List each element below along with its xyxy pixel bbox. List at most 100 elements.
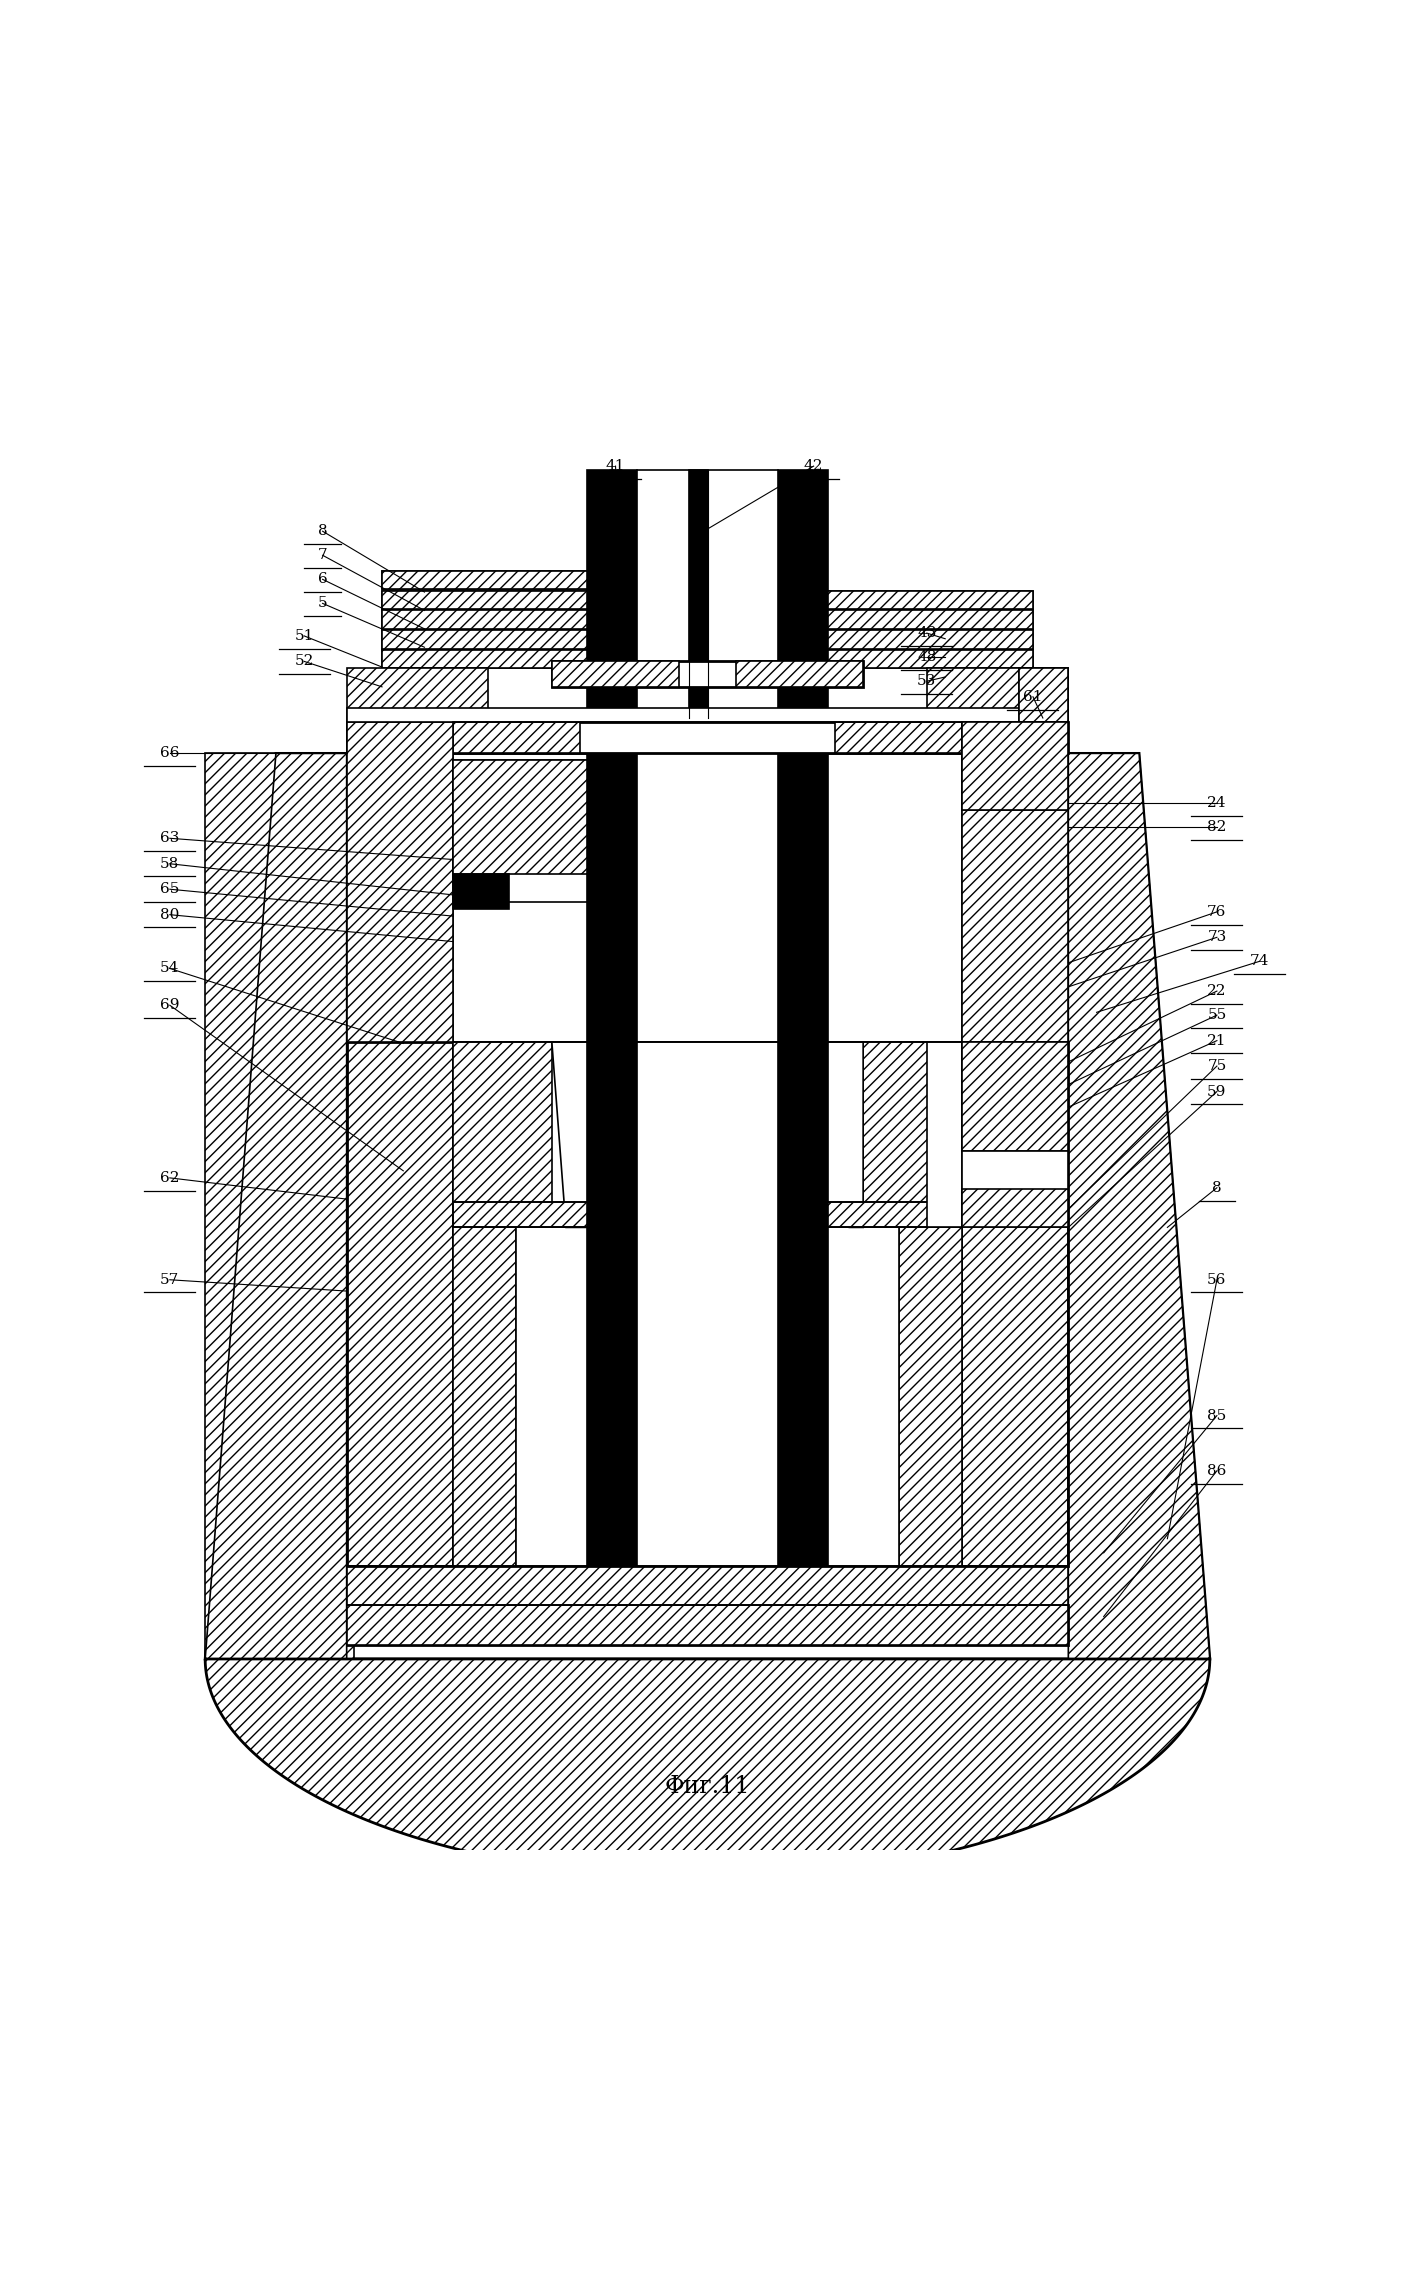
Bar bbox=[962, 722, 1068, 809]
Polygon shape bbox=[205, 1659, 1210, 1878]
Text: 48: 48 bbox=[917, 651, 937, 665]
Text: 43: 43 bbox=[917, 626, 937, 640]
Bar bbox=[863, 1042, 962, 1227]
Bar bbox=[962, 1042, 1068, 1565]
Bar bbox=[552, 660, 863, 688]
Bar bbox=[637, 471, 778, 1044]
Bar bbox=[1019, 670, 1068, 722]
Bar bbox=[382, 610, 587, 628]
Bar bbox=[962, 1188, 1068, 1227]
Text: 52: 52 bbox=[294, 654, 314, 670]
Bar bbox=[962, 722, 1068, 809]
Text: 8: 8 bbox=[1213, 1181, 1221, 1195]
Text: 21: 21 bbox=[1207, 1033, 1227, 1047]
Text: 41: 41 bbox=[606, 459, 625, 473]
Bar bbox=[778, 1042, 828, 1565]
Text: 5: 5 bbox=[318, 596, 327, 610]
Bar bbox=[347, 708, 1068, 722]
Bar bbox=[828, 631, 1033, 649]
Text: 54: 54 bbox=[160, 962, 180, 976]
Polygon shape bbox=[552, 1042, 863, 1227]
Bar bbox=[689, 471, 708, 717]
Bar bbox=[453, 1042, 552, 1227]
Bar bbox=[828, 649, 1033, 670]
Bar bbox=[347, 1604, 1068, 1645]
Bar bbox=[778, 471, 828, 1044]
Bar bbox=[382, 649, 587, 670]
Text: 63: 63 bbox=[160, 832, 180, 845]
Text: 51: 51 bbox=[294, 628, 314, 642]
Bar bbox=[347, 722, 453, 1042]
Text: 6: 6 bbox=[318, 571, 327, 587]
Bar bbox=[899, 1042, 962, 1565]
Text: Фиг.11: Фиг.11 bbox=[665, 1775, 750, 1798]
Bar bbox=[552, 660, 679, 688]
Bar bbox=[828, 631, 1033, 649]
Bar bbox=[347, 1565, 1068, 1604]
Bar bbox=[382, 590, 587, 610]
Bar bbox=[828, 590, 1033, 610]
Text: 42: 42 bbox=[804, 459, 824, 473]
Bar bbox=[453, 1202, 962, 1227]
Bar bbox=[835, 722, 1068, 754]
Text: 58: 58 bbox=[160, 857, 180, 871]
Bar bbox=[347, 1042, 453, 1565]
Text: 73: 73 bbox=[1207, 930, 1227, 944]
Text: 69: 69 bbox=[160, 999, 180, 1012]
Bar bbox=[962, 722, 1068, 1042]
Text: 24: 24 bbox=[1207, 795, 1227, 809]
Polygon shape bbox=[205, 754, 347, 1659]
Bar bbox=[382, 610, 587, 628]
Bar bbox=[453, 873, 509, 909]
Bar bbox=[962, 1042, 1068, 1152]
Bar bbox=[828, 649, 1033, 670]
Polygon shape bbox=[1068, 754, 1210, 1659]
Bar bbox=[453, 761, 587, 873]
Bar bbox=[516, 1042, 899, 1565]
Text: 56: 56 bbox=[1207, 1273, 1227, 1286]
Bar bbox=[347, 722, 453, 1042]
Text: 22: 22 bbox=[1207, 985, 1227, 999]
Bar bbox=[453, 1042, 516, 1565]
Text: 8: 8 bbox=[318, 523, 327, 539]
Bar bbox=[453, 1042, 516, 1565]
Bar bbox=[205, 754, 354, 1659]
Bar bbox=[382, 571, 587, 590]
Text: 74: 74 bbox=[1249, 955, 1269, 969]
Bar bbox=[347, 670, 488, 722]
Bar bbox=[962, 722, 1068, 1042]
Text: 86: 86 bbox=[1207, 1465, 1227, 1478]
Bar bbox=[637, 1042, 778, 1565]
Text: 57: 57 bbox=[160, 1273, 180, 1286]
Text: 82: 82 bbox=[1207, 820, 1227, 834]
Bar bbox=[587, 1042, 637, 1565]
Text: 61: 61 bbox=[1023, 690, 1043, 704]
Bar bbox=[962, 1152, 1068, 1227]
Bar bbox=[347, 722, 580, 754]
Bar bbox=[347, 722, 1068, 754]
Bar bbox=[453, 1042, 962, 1565]
Text: 55: 55 bbox=[1207, 1008, 1227, 1021]
Bar bbox=[828, 590, 1033, 610]
Text: 85: 85 bbox=[1207, 1408, 1227, 1424]
Text: 7: 7 bbox=[318, 548, 327, 562]
Bar bbox=[382, 649, 587, 670]
Bar bbox=[347, 1042, 1068, 1565]
Text: 62: 62 bbox=[160, 1170, 180, 1186]
Bar bbox=[899, 1042, 962, 1565]
Text: 76: 76 bbox=[1207, 905, 1227, 919]
Text: 59: 59 bbox=[1207, 1085, 1227, 1099]
Bar bbox=[828, 610, 1033, 628]
Bar bbox=[382, 631, 587, 649]
Bar bbox=[736, 660, 863, 688]
Text: 80: 80 bbox=[160, 907, 180, 921]
Bar bbox=[453, 761, 587, 903]
Bar bbox=[382, 590, 587, 610]
Bar bbox=[927, 670, 1068, 722]
Bar bbox=[382, 571, 587, 590]
Bar bbox=[1019, 670, 1068, 722]
Bar bbox=[962, 1042, 1068, 1152]
Text: 53: 53 bbox=[917, 674, 937, 688]
Text: 75: 75 bbox=[1207, 1058, 1227, 1074]
Bar bbox=[453, 1202, 962, 1227]
